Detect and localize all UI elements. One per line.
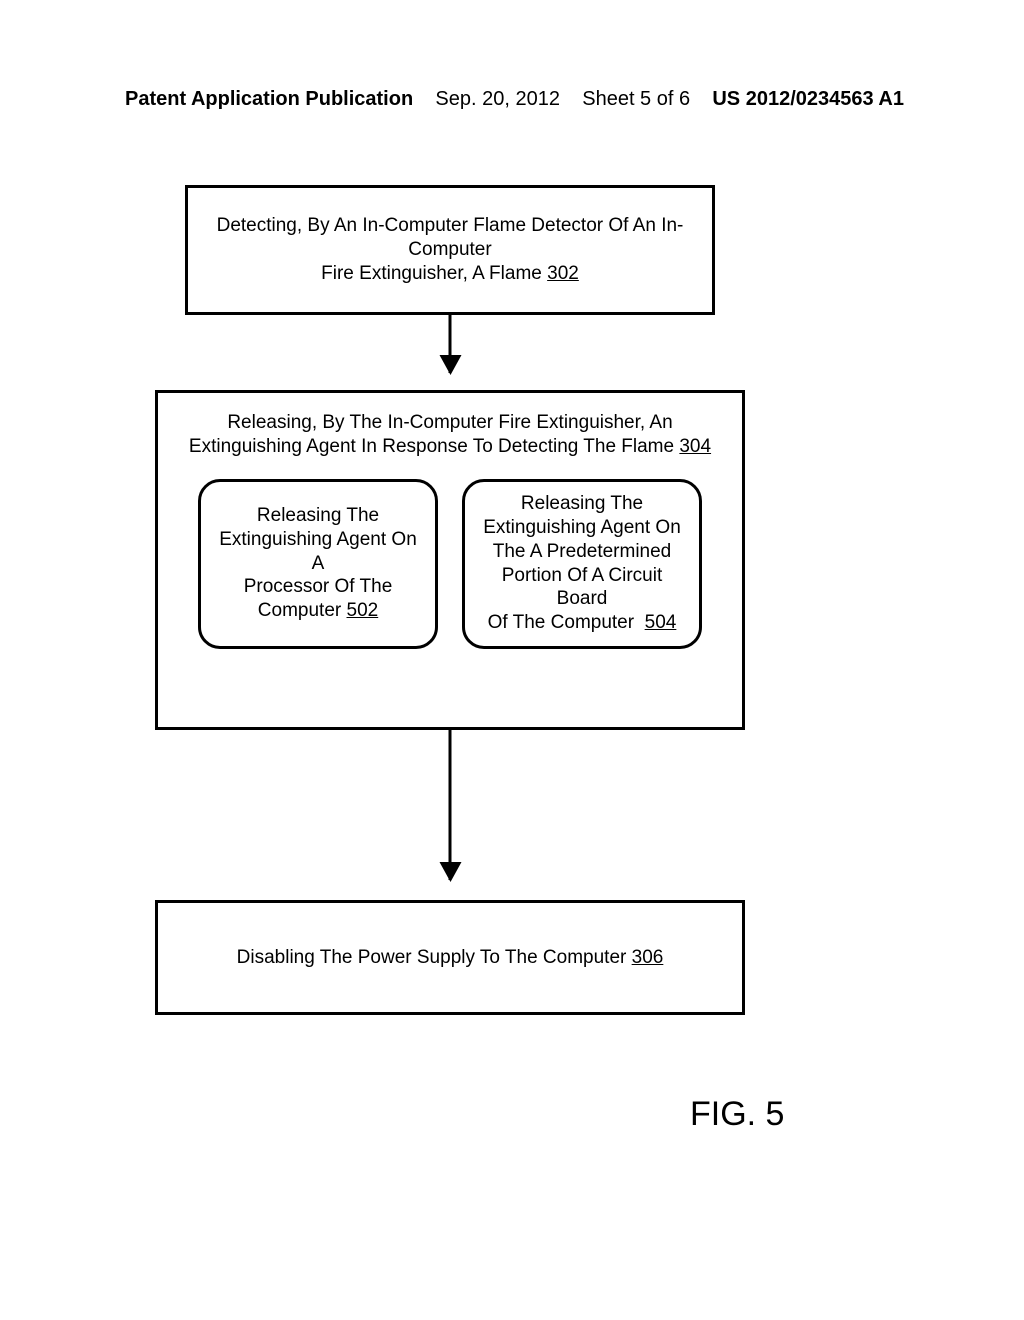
line: The A Predetermined: [493, 541, 672, 562]
ref-number: 502: [347, 600, 379, 621]
line: Releasing The: [257, 505, 379, 526]
figure-label: FIG. 5: [690, 1095, 784, 1134]
ref-number: 504: [645, 612, 677, 633]
header-publication: Patent Application Publication: [125, 88, 413, 111]
line: Fire Extinguisher, A Flame: [321, 263, 542, 284]
flow-step-detect: Detecting, By An In-Computer Flame Detec…: [185, 185, 715, 315]
flow-step-release: Releasing, By The In-Computer Fire Extin…: [155, 390, 745, 730]
arrow-down-icon: [449, 315, 452, 373]
step-text: Releasing, By The In-Computer Fire Extin…: [189, 411, 711, 459]
sub-steps-row: Releasing The Extinguishing Agent On A P…: [176, 479, 724, 649]
step-text: Releasing The Extinguishing Agent On A P…: [213, 504, 423, 623]
line: Processor Of The: [244, 576, 393, 597]
line: Disabling The Power Supply To The Comput…: [237, 947, 627, 968]
line: Extinguishing Agent On A: [219, 529, 417, 574]
step-text: Detecting, By An In-Computer Flame Detec…: [206, 214, 694, 285]
flow-step-disable-power: Disabling The Power Supply To The Comput…: [155, 900, 745, 1015]
ref-number: 302: [547, 263, 579, 284]
line: Of The Computer: [488, 612, 634, 633]
line: Detecting, By An In-Computer Flame Detec…: [217, 215, 684, 260]
sub-step-processor: Releasing The Extinguishing Agent On A P…: [198, 479, 438, 649]
line: Computer: [258, 600, 341, 621]
step-text: Releasing The Extinguishing Agent On The…: [477, 492, 687, 635]
page-header: Patent Application Publication Sep. 20, …: [0, 88, 1024, 111]
ref-number: 304: [679, 436, 711, 457]
header-sheet: Sheet 5 of 6: [582, 88, 690, 111]
header-pubno: US 2012/0234563 A1: [712, 88, 904, 111]
step-text: Disabling The Power Supply To The Comput…: [237, 946, 664, 970]
line: Releasing, By The In-Computer Fire Extin…: [227, 412, 672, 433]
line: Extinguishing Agent On: [483, 517, 681, 538]
line: Extinguishing Agent In Response To Detec…: [189, 436, 674, 457]
line: Portion Of A Circuit Board: [502, 565, 663, 610]
sub-step-circuit-board: Releasing The Extinguishing Agent On The…: [462, 479, 702, 649]
arrow-down-icon: [449, 730, 452, 880]
line: Releasing The: [521, 493, 643, 514]
header-date: Sep. 20, 2012: [435, 88, 560, 111]
ref-number: 306: [632, 947, 664, 968]
